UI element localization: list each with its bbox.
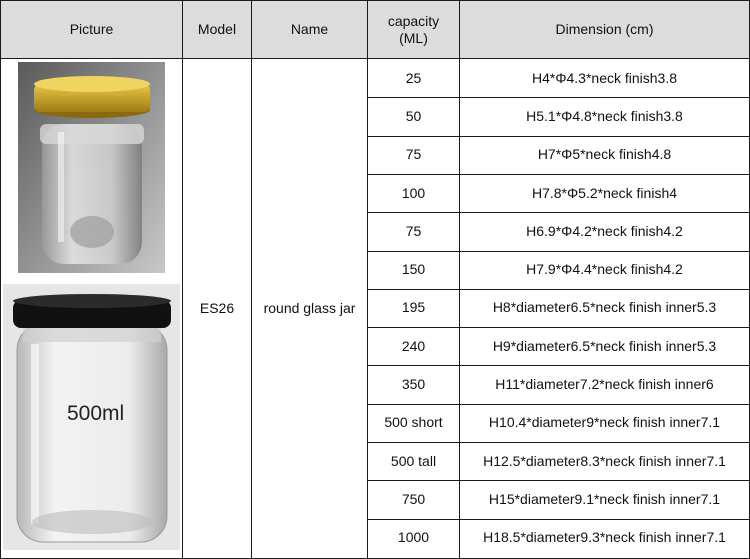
name-cell: round glass jar [263,300,356,316]
row-divider [367,327,750,328]
capacity-cell: 75 [405,222,422,239]
row-divider [367,480,750,481]
jar-photo-small-gold-lid [18,62,165,273]
row-divider [367,519,750,520]
row-divider [367,97,750,98]
row-divider [367,442,750,443]
column-divider [459,0,460,559]
dimension-cell: H10.4*diameter9*neck finish inner7.1 [488,414,721,431]
dimension-cell: H8*diameter6.5*neck finish inner5.3 [492,299,717,316]
dimension-cell: H7.8*Φ5.2*neck finish4 [531,184,678,201]
dimension-cell: H4*Φ4.3*neck finish3.8 [531,69,678,86]
capacity-cell: 1000 [397,529,430,546]
model-cell: ES26 [199,300,235,316]
header-capacity: capacity (ML) [368,1,459,58]
row-divider [367,212,750,213]
dimension-cell: H7*Φ5*neck finish4.8 [537,146,672,163]
capacity-cell: 500 short [384,414,443,431]
capacity-cell: 25 [405,69,422,86]
photo-capacity-label: 500ml [67,402,125,425]
row-divider [367,251,750,252]
row-divider [367,404,750,405]
dimension-cell: H11*diameter7.2*neck finish inner6 [495,376,714,393]
capacity-cell: 50 [405,107,422,124]
row-divider [367,174,750,175]
capacity-cell: 240 [401,337,426,354]
capacity-cell: 75 [405,146,422,163]
header-divider [0,58,750,59]
capacity-cell: 500 tall [390,452,437,469]
dimension-cell: H12.5*diameter8.3*neck finish inner7.1 [483,452,726,469]
column-divider [182,0,183,559]
header-dimension: Dimension (cm) [460,1,749,58]
row-divider [367,289,750,290]
dimension-cell: H7.9*Φ4.4*neck finish4.2 [526,261,683,278]
row-divider [367,365,750,366]
dimension-cell: H5.1*Φ4.8*neck finish3.8 [526,107,683,124]
capacity-cell: 195 [401,299,426,316]
header-picture: Picture [1,1,182,58]
dimension-cell: H9*diameter6.5*neck finish inner5.3 [492,337,717,354]
jar-photo-500ml-black-lid: 500ml [3,284,180,550]
capacity-cell: 750 [401,490,426,507]
dimension-cell: H6.9*Φ4.2*neck finish4.2 [526,222,683,239]
column-divider [367,0,368,559]
row-divider [367,136,750,137]
dimension-cell: H15*diameter9.1*neck finish inner7.1 [488,490,721,507]
header-model: Model [183,1,251,58]
header-name: Name [252,1,367,58]
capacity-cell: 100 [401,184,426,201]
capacity-cell: 150 [401,261,426,278]
column-divider [251,0,252,559]
dimension-cell: H18.5*diameter9.3*neck finish inner7.1 [483,529,726,546]
capacity-cell: 350 [401,376,426,393]
